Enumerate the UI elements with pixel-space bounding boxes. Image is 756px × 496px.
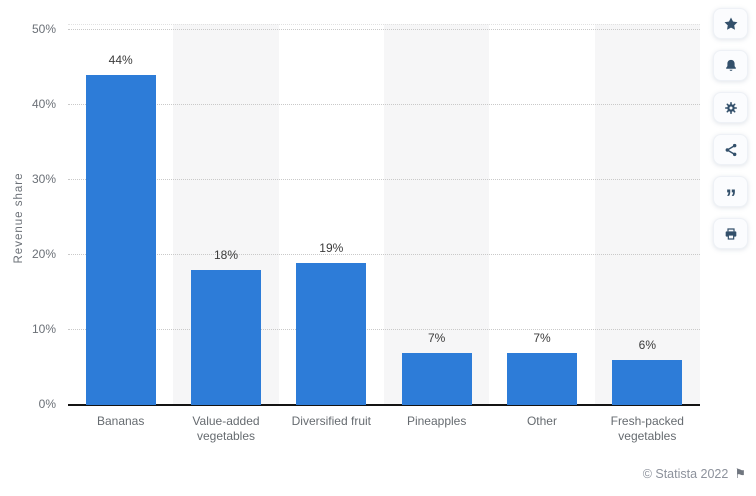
y-tick-label: 40% — [31, 97, 56, 111]
favorite-button[interactable] — [713, 8, 748, 39]
plot-area: 44% 18% 19% 7% 7% 6% — [68, 24, 700, 406]
copyright-text: © Statista 2022 — [642, 467, 729, 481]
column-stripe — [594, 24, 700, 405]
bar-diversified-fruit[interactable] — [296, 262, 367, 405]
column-stripe — [384, 24, 490, 405]
bar-value-added-vegetables[interactable] — [191, 270, 261, 405]
bar-value-label: 18% — [213, 248, 238, 262]
share-button[interactable] — [713, 134, 748, 165]
x-category-label: Pineapples — [406, 414, 467, 428]
bar-pineapples[interactable] — [401, 352, 472, 405]
y-axis-ticks: 0% 10% 20% 30% 40% 50% — [0, 22, 56, 411]
x-category-label: Other — [526, 414, 557, 428]
x-axis-labels: Bananas Value-added vegetables Diversified… — [68, 414, 700, 444]
bar-value-label: 44% — [108, 53, 133, 67]
quote-icon: ” — [725, 184, 737, 210]
x-axis-line — [68, 404, 700, 406]
settings-button[interactable] — [713, 92, 748, 123]
y-tick-label: 50% — [31, 22, 56, 36]
gridline — [68, 104, 700, 105]
bar-value-label: 7% — [533, 330, 551, 345]
x-category-label: Diversified fruit — [291, 414, 371, 428]
bar-value-label: 7% — [427, 330, 446, 345]
x-category-label: Bananas — [96, 414, 145, 428]
y-tick-label: 0% — [38, 397, 56, 411]
bar-value-label: 19% — [319, 240, 344, 255]
gridline — [68, 179, 700, 180]
gridline — [68, 329, 700, 330]
bar-value-label: 6% — [638, 338, 656, 352]
printer-icon — [723, 226, 739, 242]
cite-button[interactable]: ” — [713, 176, 748, 210]
y-tick-label: 10% — [31, 322, 56, 336]
copyright-line: © Statista 2022 ⚑ — [643, 466, 746, 482]
share-icon — [723, 142, 739, 158]
bar-other[interactable] — [507, 352, 577, 405]
gridline — [68, 254, 700, 255]
notifications-button[interactable] — [713, 50, 748, 81]
x-category-label: Fresh-packed vegetables — [610, 414, 684, 443]
bar-bananas[interactable] — [85, 75, 156, 405]
print-button[interactable] — [713, 218, 748, 249]
y-tick-label: 30% — [31, 172, 56, 186]
gear-icon — [723, 100, 739, 116]
plot-top-border — [68, 24, 700, 25]
y-tick-label: 20% — [31, 247, 56, 261]
star-icon — [723, 16, 739, 32]
gridline — [68, 29, 700, 30]
x-category-label: Value-added vegetables — [192, 414, 260, 443]
bell-icon — [723, 58, 739, 74]
bar-fresh-packed-vegetables[interactable] — [612, 360, 683, 405]
flag-icon[interactable]: ⚑ — [734, 466, 746, 481]
